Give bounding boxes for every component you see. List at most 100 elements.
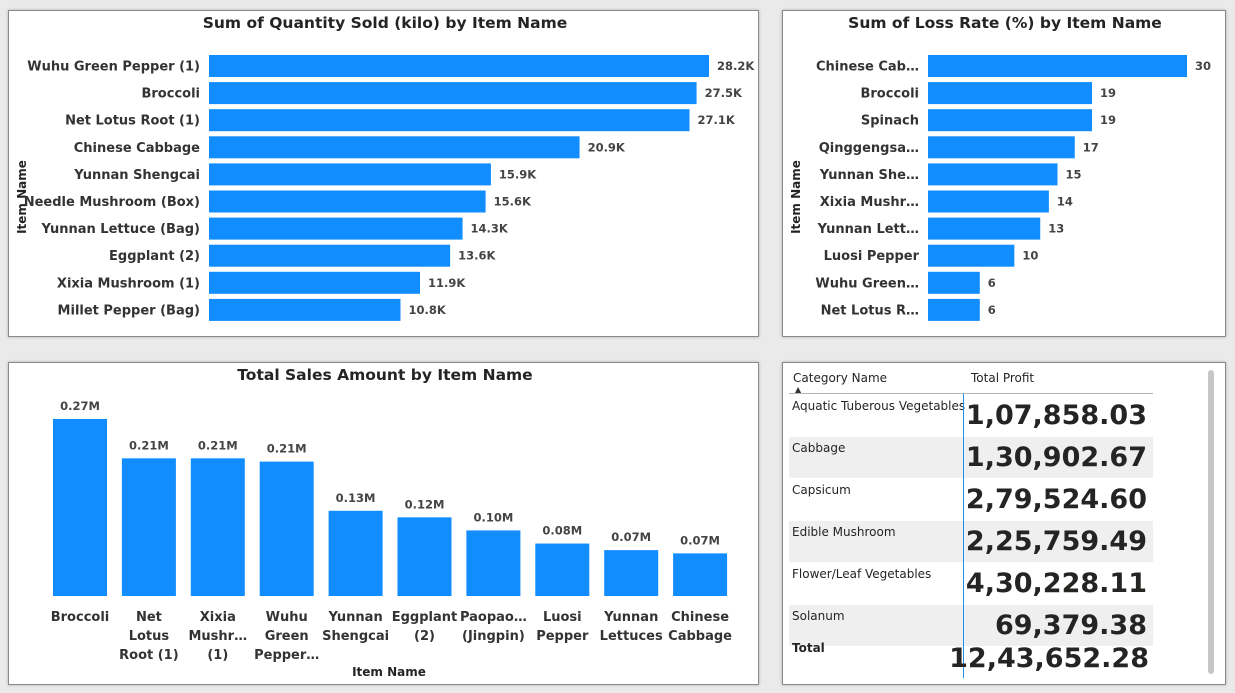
- column-divider: [963, 394, 964, 678]
- scrollbar-thumb[interactable]: [1208, 370, 1214, 674]
- bar: [190, 458, 245, 596]
- total-profit-cell: 2,25,759.49: [965, 526, 1147, 557]
- table-row[interactable]: Cabbage 1,30,902.67: [789, 437, 1153, 478]
- category-label: Chinese Cab…: [816, 60, 919, 75]
- category-label: Chinese Cabbage: [74, 141, 200, 156]
- table-row[interactable]: Aquatic Tuberous Vegetables 1,07,858.03: [789, 395, 1153, 436]
- category-label: Net Lotus R…: [821, 303, 919, 318]
- category-label: Broccoli: [141, 87, 200, 102]
- bar: [928, 55, 1187, 77]
- sort-ascending-icon[interactable]: ▲: [795, 385, 802, 394]
- bar: [928, 271, 980, 294]
- data-label: 13: [1048, 222, 1064, 236]
- column-header-profit[interactable]: Total Profit: [971, 371, 1035, 385]
- data-label: 14: [1057, 195, 1073, 209]
- table-row[interactable]: Edible Mushroom 2,25,759.49: [789, 521, 1153, 562]
- total-profit-cell: 2,79,524.60: [965, 484, 1147, 515]
- category-label: Xixia: [200, 610, 236, 625]
- bar: [209, 82, 697, 105]
- category-label: Xixia Mushr…: [820, 195, 919, 210]
- data-label: 15.6K: [494, 195, 532, 209]
- category-label: Mushr…: [188, 629, 247, 644]
- bar: [209, 271, 420, 294]
- category-label: Luosi Pepper: [824, 249, 920, 264]
- category-label: Lettuces: [600, 629, 663, 644]
- table-row[interactable]: Capsicum 2,79,524.60: [789, 479, 1153, 520]
- bar: [535, 543, 590, 596]
- bar: [466, 530, 521, 596]
- category-label: Broccoli: [860, 87, 919, 102]
- bar: [328, 510, 383, 596]
- bar: [209, 109, 690, 132]
- data-label: 15.9K: [499, 167, 537, 181]
- vertical-scrollbar[interactable]: [1206, 368, 1216, 678]
- category-label: Chinese: [671, 610, 729, 625]
- total-value: 12,43,652.28: [949, 643, 1149, 674]
- category-name-cell: Capsicum: [792, 483, 851, 497]
- total-sales-svg: Total Sales Amount by Item Name Item Name…: [51, 366, 732, 679]
- bar: [121, 458, 176, 596]
- loss-rate-chart[interactable]: Sum of Loss Rate (%) by Item Name Item Na…: [782, 10, 1226, 337]
- profit-table[interactable]: Category Name ▲ Total Profit Aquatic Tub…: [782, 362, 1226, 685]
- category-label: Yunnan She…: [819, 168, 919, 183]
- bar: [209, 244, 451, 267]
- category-label: Yunnan: [327, 610, 382, 625]
- data-label: 19: [1100, 86, 1116, 100]
- category-label: Yunnan Lett…: [817, 222, 919, 237]
- chart-title: Total Sales Amount by Item Name: [237, 366, 532, 384]
- bar: [209, 217, 463, 240]
- bar: [604, 550, 659, 596]
- bar: [928, 244, 1015, 267]
- data-label: 0.13M: [336, 491, 376, 505]
- data-label: 0.12M: [405, 497, 445, 511]
- data-label: 10: [1022, 249, 1038, 263]
- data-label: 0.27M: [60, 399, 100, 413]
- category-name-cell: Flower/Leaf Vegetables: [792, 567, 932, 581]
- total-profit-cell: 4,30,228.11: [965, 568, 1147, 599]
- x-axis-title: Item Name: [352, 665, 426, 679]
- data-label: 0.07M: [611, 530, 651, 544]
- bar: [209, 136, 580, 159]
- bar: [53, 419, 107, 596]
- table-row[interactable]: Flower/Leaf Vegetables 4,30,228.11: [789, 563, 1153, 604]
- data-label: 6: [988, 303, 996, 317]
- data-label: 0.07M: [680, 533, 720, 547]
- data-label: 0.21M: [267, 442, 307, 456]
- bar: [209, 163, 491, 186]
- category-label: Spinach: [861, 114, 919, 129]
- category-label: Green: [265, 629, 309, 644]
- data-label: 11.9K: [428, 276, 466, 290]
- category-name-cell: Cabbage: [792, 441, 846, 455]
- category-label: Yunnan Shengcai: [73, 168, 200, 183]
- bar: [397, 517, 452, 596]
- header-divider: [789, 393, 1153, 394]
- total-profit-cell: 1,30,902.67: [965, 442, 1147, 473]
- bar: [209, 190, 486, 213]
- total-profit-cell: 1,07,858.03: [965, 400, 1147, 431]
- category-label: Pepper: [536, 629, 589, 644]
- data-label: 28.2K: [717, 59, 755, 73]
- column-header-category[interactable]: Category Name: [793, 371, 888, 385]
- category-label: Broccoli: [51, 610, 110, 625]
- y-axis-title: Item Name: [15, 160, 29, 234]
- data-label: 13.6K: [458, 249, 496, 263]
- category-label: Qinggengsa…: [819, 141, 919, 156]
- category-label: Pepper…: [254, 648, 319, 663]
- data-label: 0.08M: [542, 524, 582, 538]
- category-label: Yunnan Lettuce (Bag): [41, 222, 201, 237]
- category-label: Eggplant: [392, 610, 458, 625]
- category-label: Shengcai: [322, 629, 389, 644]
- total-profit-cell: 69,379.38: [994, 610, 1147, 641]
- data-label: 30: [1195, 59, 1211, 73]
- data-label: 0.21M: [129, 438, 169, 452]
- quantity-sold-chart[interactable]: Sum of Quantity Sold (kilo) by Item Name…: [8, 10, 759, 337]
- bar: [928, 136, 1075, 159]
- loss-rate-svg: Sum of Loss Rate (%) by Item Name Item Na…: [789, 14, 1211, 321]
- table-row[interactable]: Solanum 69,379.38: [789, 605, 1153, 646]
- total-label: Total: [792, 641, 825, 655]
- category-label: (Jingpin): [462, 629, 525, 644]
- total-sales-chart[interactable]: Total Sales Amount by Item Name Item Name…: [8, 362, 759, 685]
- data-label: 0.10M: [473, 510, 513, 524]
- bar: [928, 217, 1041, 240]
- y-axis-title: Item Name: [789, 160, 803, 234]
